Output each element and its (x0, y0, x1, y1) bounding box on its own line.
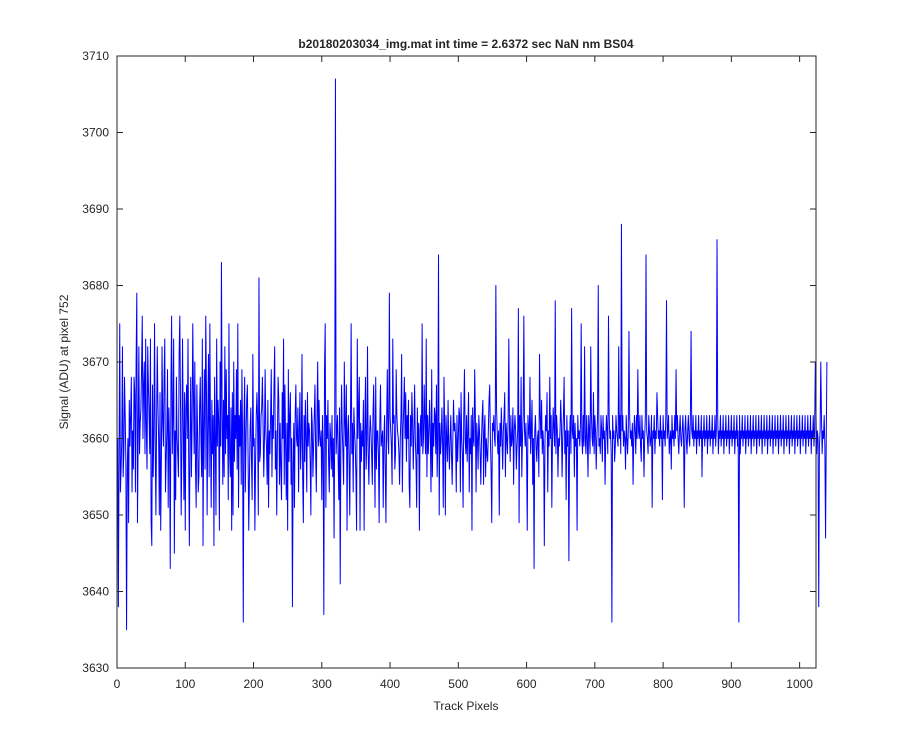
chart-title: b20180203034_img.mat int time = 2.6372 s… (298, 37, 634, 51)
ticks-layer: 0 100 200 300 400 500 600 700 800 900 1000 3630 3640… (82, 49, 816, 691)
x-tick-label: 100 (175, 677, 195, 691)
x-tick-label: 700 (585, 677, 605, 691)
y-tick-label: 3650 (82, 508, 109, 522)
x-tick-label: 300 (312, 677, 332, 691)
series-layer (117, 78, 828, 631)
series-line (117, 78, 828, 631)
x-tick-label: 600 (517, 677, 537, 691)
x-tick-label: 400 (380, 677, 400, 691)
x-axis-label: Track Pixels (434, 699, 499, 713)
x-tick-label: 900 (721, 677, 741, 691)
y-tick-label: 3630 (82, 661, 109, 675)
y-tick-label: 3710 (82, 49, 109, 63)
x-tick-label: 800 (653, 677, 673, 691)
y-tick-label: 3660 (82, 432, 109, 446)
y-tick-label: 3680 (82, 279, 109, 293)
y-tick-label: 3640 (82, 585, 109, 599)
x-tick-label: 1000 (786, 677, 813, 691)
x-tick-label: 500 (448, 677, 468, 691)
y-axis-label: Signal (ADU) at pixel 752 (57, 294, 71, 429)
y-tick-label: 3670 (82, 355, 109, 369)
x-tick-label: 200 (244, 677, 264, 691)
y-tick-label: 3690 (82, 202, 109, 216)
y-tick-label: 3700 (82, 126, 109, 140)
x-tick-label: 0 (114, 677, 121, 691)
